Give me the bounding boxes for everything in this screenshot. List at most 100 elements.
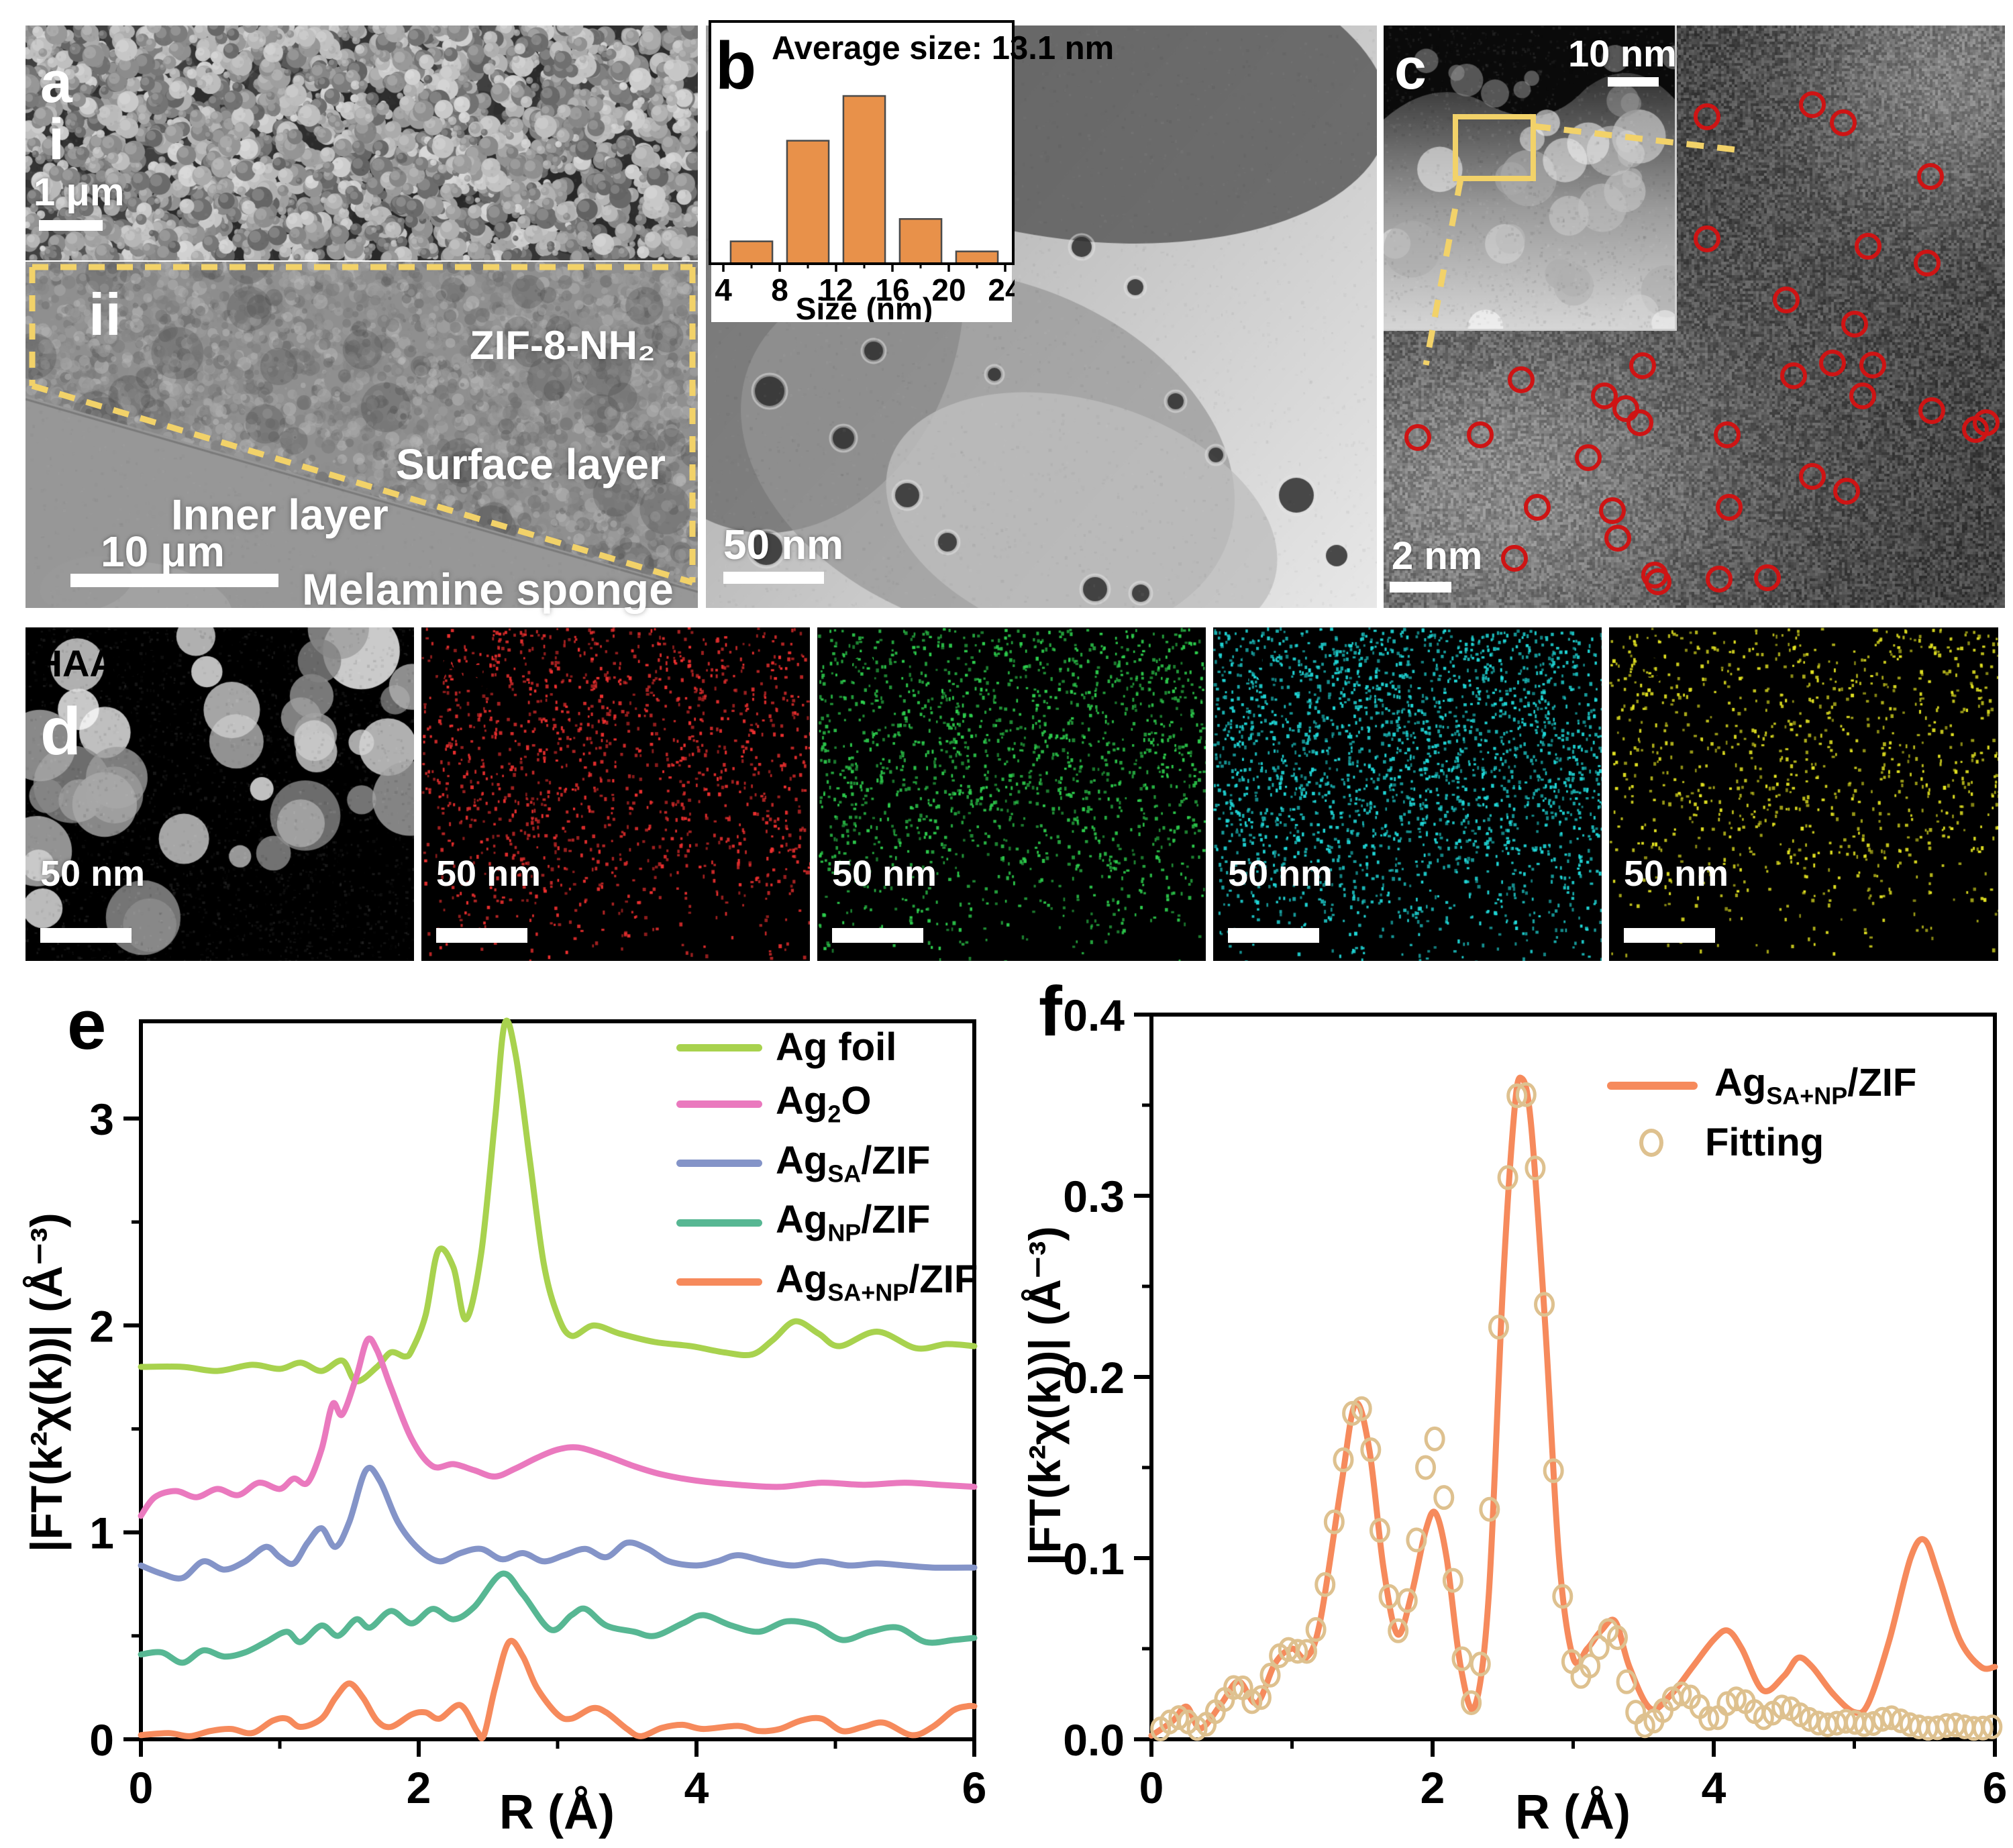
single-atom-marker xyxy=(1604,524,1632,552)
svg-text:3: 3 xyxy=(89,1094,114,1144)
scalebar-d1 xyxy=(436,928,527,943)
single-atom-marker xyxy=(1645,568,1672,595)
map-label-haadf: HAADF xyxy=(35,641,167,684)
panel-label-a: a xyxy=(40,50,72,115)
annotation-zif: ZIF-8-NH₂ xyxy=(470,323,656,368)
single-atom-marker xyxy=(1833,477,1860,505)
svg-text:6: 6 xyxy=(1983,1763,2008,1812)
panel-label-e: e xyxy=(67,986,107,1064)
scalebar-10nm xyxy=(1608,77,1659,87)
annotation-surface-layer: Surface layer xyxy=(396,440,666,489)
histogram-title: Average size: 13.1 nm xyxy=(772,30,1115,66)
svg-text:0: 0 xyxy=(1139,1763,1164,1812)
single-atom-marker xyxy=(1523,493,1551,521)
single-atom-marker xyxy=(1918,397,1945,424)
map-label-ag: Ag xyxy=(435,644,493,692)
scalebar-text-2nm: 2 nm xyxy=(1392,534,1483,578)
scalebar-b xyxy=(723,572,824,584)
map-label-c: C xyxy=(843,644,876,692)
legend-entry: Ag2O xyxy=(676,1082,978,1127)
svg-text:2: 2 xyxy=(1421,1763,1445,1812)
legend-e: Ag foil Ag2O AgSA/ZIF AgNP/ZIF AgSA+NP/ZIF xyxy=(676,1028,978,1319)
panel-d-c-map: C 50 nm xyxy=(817,627,1206,961)
scalebar-text-b: 50 nm xyxy=(723,522,844,568)
single-atom-marker xyxy=(1780,362,1808,389)
single-atom-marker xyxy=(1773,286,1800,313)
panel-a-sem-top xyxy=(25,25,698,260)
single-atom-marker xyxy=(1693,225,1720,252)
svg-text:2: 2 xyxy=(89,1301,114,1351)
scalebar-text-d2: 50 nm xyxy=(832,854,937,894)
single-atom-marker xyxy=(1612,395,1640,423)
panel-label-b: b xyxy=(715,28,757,103)
single-atom-marker xyxy=(1859,352,1886,379)
panel-label-d: d xyxy=(40,694,82,769)
legend-entry: Ag foil xyxy=(676,1028,978,1067)
svg-text:0.4: 0.4 xyxy=(1063,990,1125,1040)
scalebar-text-1um: 1 μm xyxy=(34,170,125,214)
single-atom-marker xyxy=(1467,421,1494,449)
scalebar-10um xyxy=(70,574,278,587)
single-atom-marker xyxy=(1714,421,1741,449)
single-atom-marker xyxy=(1693,103,1720,131)
single-atom-marker xyxy=(1598,497,1626,525)
svg-text:0.1: 0.1 xyxy=(1063,1534,1125,1584)
scalebar-d4 xyxy=(1624,928,1715,943)
panel-label-f: f xyxy=(1039,972,1062,1051)
single-atom-marker xyxy=(1916,162,1944,190)
svg-text:2: 2 xyxy=(407,1763,431,1812)
panel-sublabel-i: i xyxy=(48,107,64,172)
map-label-o: O xyxy=(1635,644,1668,692)
legend-entry: AgSA/ZIF xyxy=(676,1141,978,1186)
f-x-axis-label: R (Å) xyxy=(1515,1786,1631,1839)
scalebar-text-10um: 10 μm xyxy=(101,527,225,576)
annotation-inner-layer: Inner layer xyxy=(171,491,389,539)
svg-text:0.3: 0.3 xyxy=(1063,1172,1125,1221)
panel-d-n-map: N 50 nm xyxy=(1213,627,1602,961)
e-x-axis-label: R (Å) xyxy=(499,1786,615,1839)
single-atom-marker xyxy=(1798,462,1826,490)
legend-entry: Fitting xyxy=(1607,1123,1916,1162)
single-atom-marker xyxy=(1849,382,1876,410)
svg-text:0: 0 xyxy=(129,1763,154,1812)
single-atom-marker xyxy=(1754,564,1782,591)
single-atom-marker xyxy=(1590,382,1618,410)
svg-text:0.0: 0.0 xyxy=(1063,1715,1125,1765)
single-atom-marker xyxy=(1973,409,2000,436)
scalebar-d0 xyxy=(40,928,132,943)
single-atom-marker xyxy=(1855,232,1882,260)
scalebar-text-d0: 50 nm xyxy=(40,854,146,894)
svg-text:6: 6 xyxy=(962,1763,987,1812)
panel-label-c: c xyxy=(1394,37,1427,101)
single-atom-marker xyxy=(1404,423,1431,451)
scalebar-1um xyxy=(39,220,103,231)
legend-entry: AgNP/ZIF xyxy=(676,1200,978,1245)
single-atom-marker xyxy=(1914,250,1941,277)
panel-d-o-map: O 50 nm xyxy=(1609,627,1998,961)
scalebar-d3 xyxy=(1228,928,1319,943)
panel-d-haadf: HAADF 50 nm xyxy=(25,627,414,961)
scalebar-text-d3: 50 nm xyxy=(1228,854,1333,894)
single-atom-marker xyxy=(1798,91,1826,119)
size-histogram-footer xyxy=(711,265,1012,322)
e-y-axis-label: |FT(k²χ(k))| (Å⁻³) xyxy=(21,1213,71,1552)
svg-text:0: 0 xyxy=(89,1715,114,1765)
panel-d-ag-map: Ag 50 nm xyxy=(421,627,810,961)
scalebar-2nm xyxy=(1390,582,1451,593)
svg-text:4: 4 xyxy=(684,1763,709,1812)
single-atom-marker xyxy=(1715,493,1743,521)
exafs-fitting-chart: 0 2 4 6 0.0 0.1 0.2 0.3 0.4 xyxy=(1063,990,2008,1812)
legend-f: AgSA+NP/ZIF Fitting xyxy=(1607,1064,1916,1177)
single-atom-circles xyxy=(1384,25,2005,608)
single-atom-marker xyxy=(1574,444,1602,472)
single-atom-marker xyxy=(1830,109,1857,136)
svg-text:0.2: 0.2 xyxy=(1063,1353,1125,1402)
f-y-axis-label: |FT(k²χ(k))| (Å⁻³) xyxy=(1020,1226,1070,1565)
single-atom-marker xyxy=(1818,350,1846,377)
annotation-melamine: Melamine sponge xyxy=(302,564,674,614)
single-atom-marker xyxy=(1501,545,1529,572)
single-atom-marker xyxy=(1841,311,1868,338)
scalebar-text-d4: 50 nm xyxy=(1624,854,1729,894)
single-atom-marker xyxy=(1627,409,1654,436)
